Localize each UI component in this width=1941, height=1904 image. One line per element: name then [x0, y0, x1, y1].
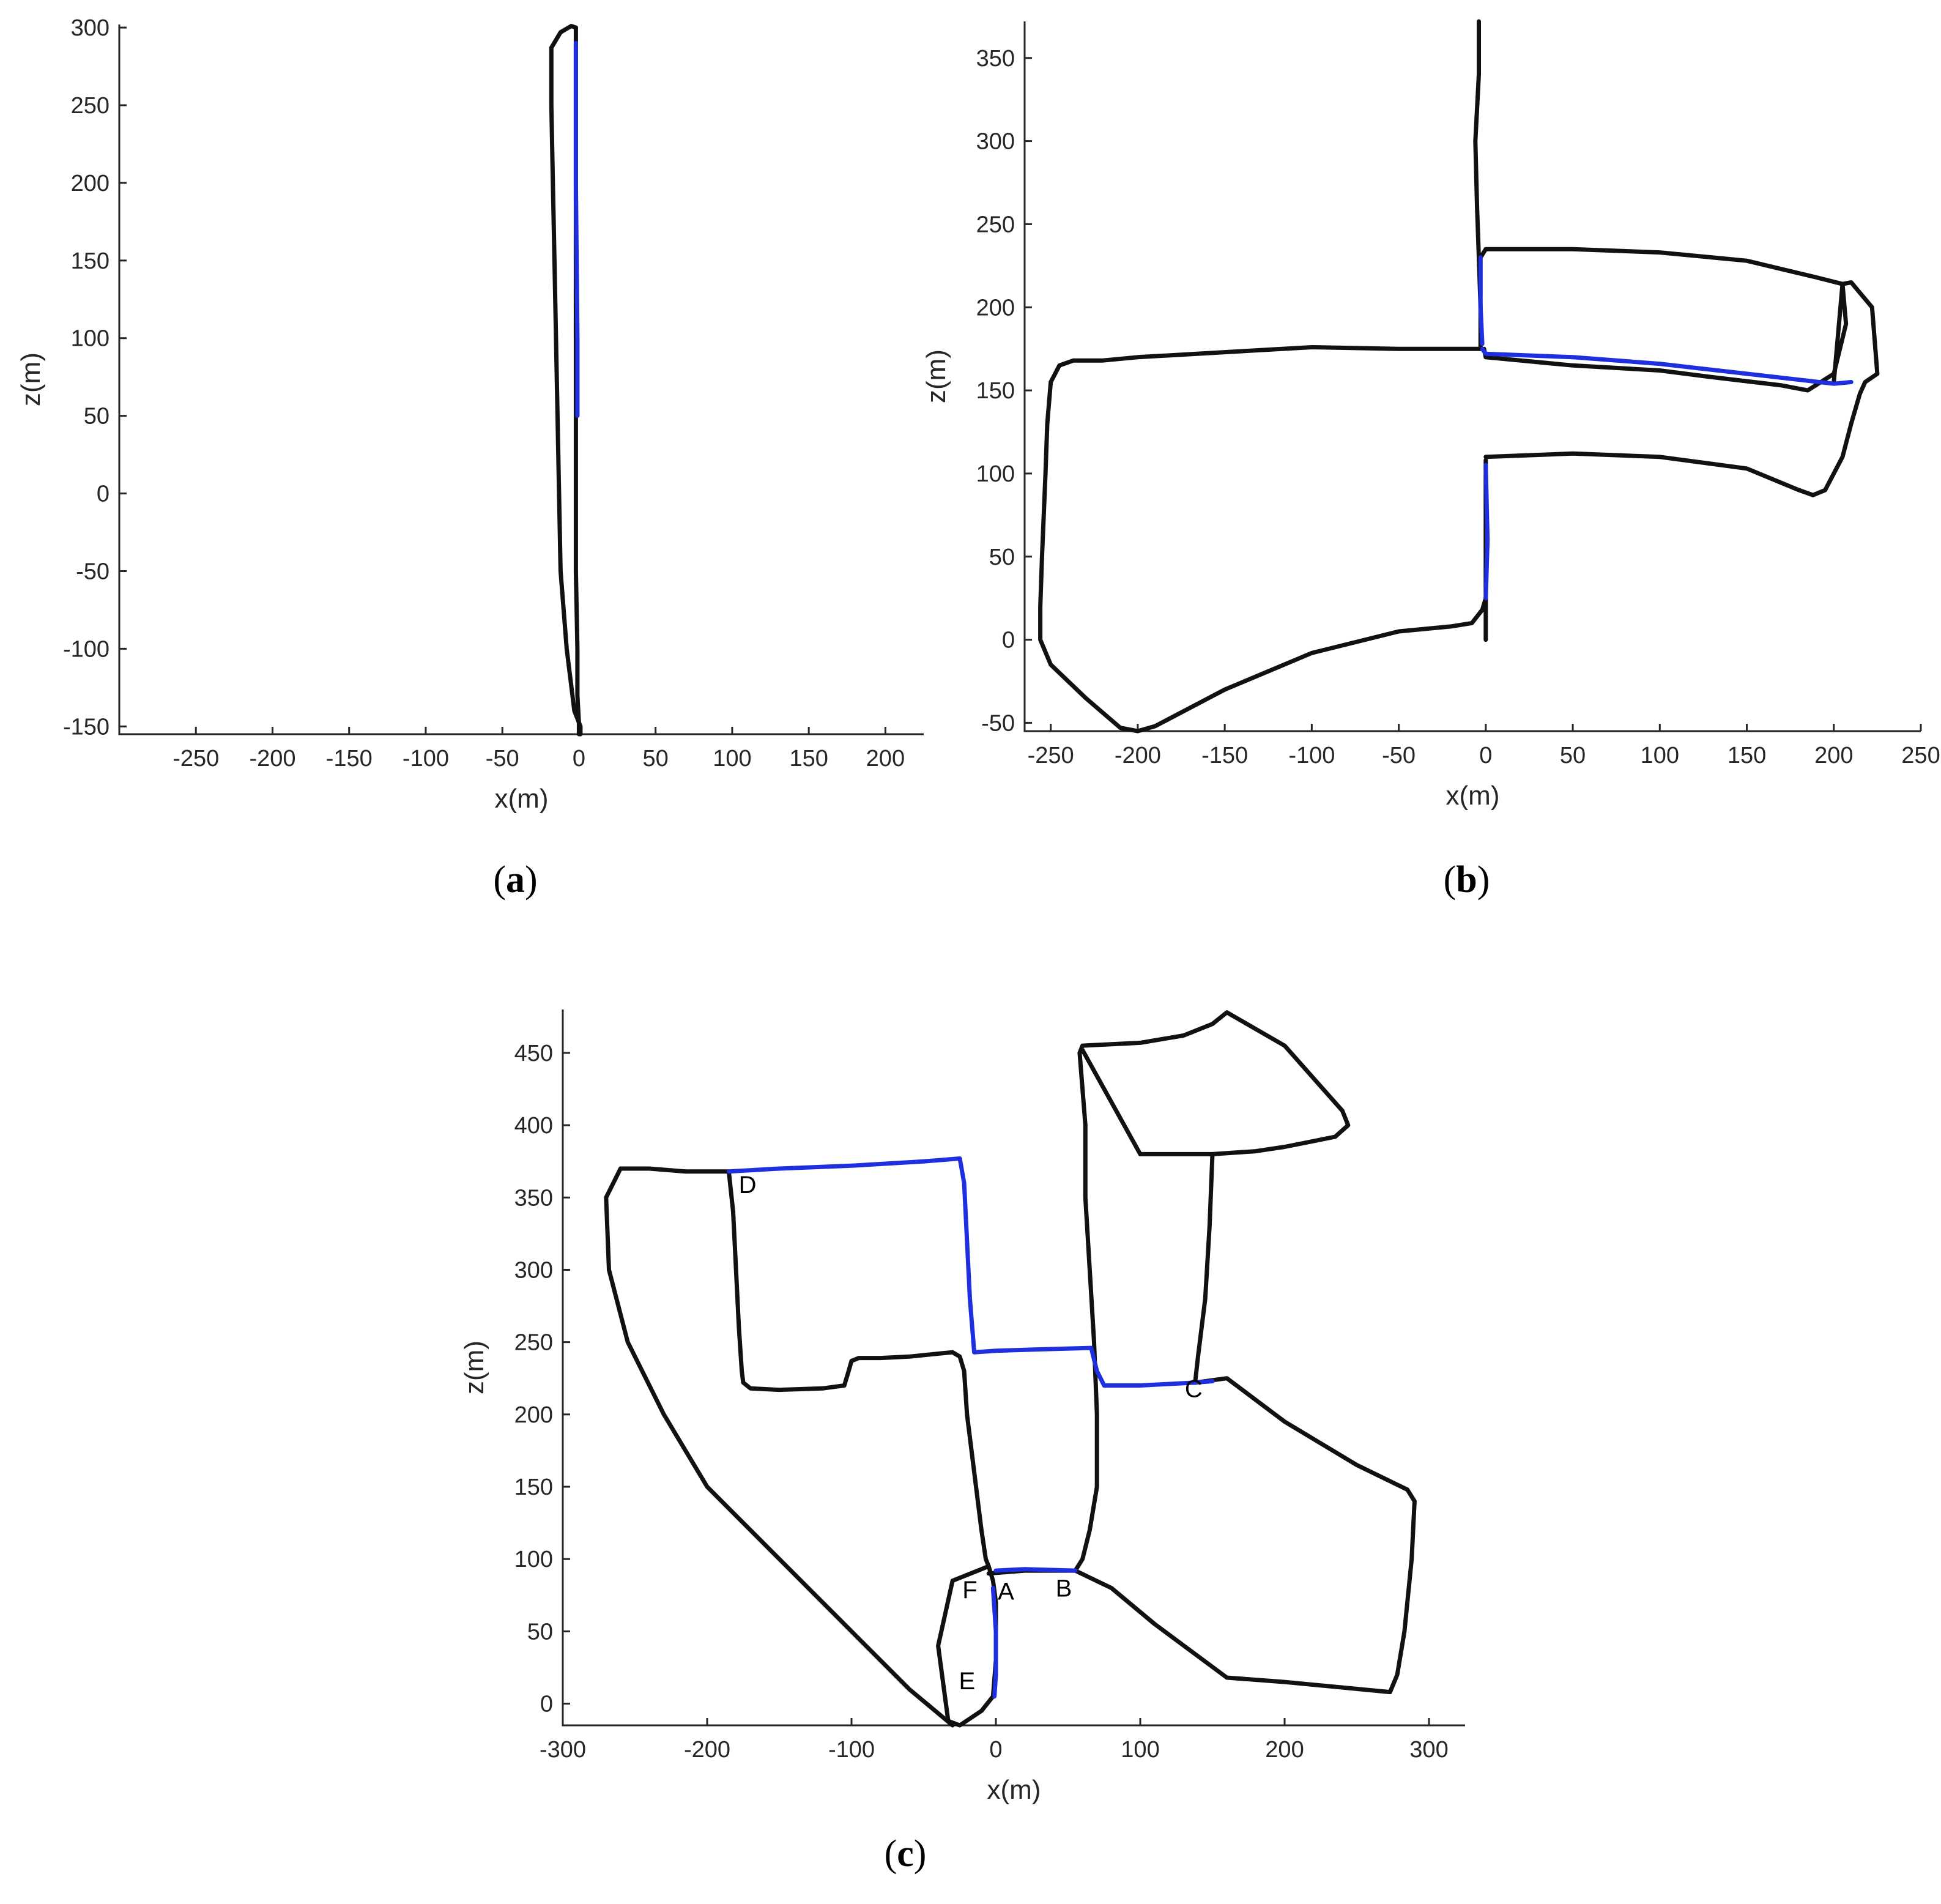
trajectory-blue-segment: [726, 1156, 1215, 1388]
y-tick-label: 50: [84, 404, 109, 430]
x-tick-label: 0: [1479, 743, 1492, 768]
trajectory-line: [1073, 1376, 1417, 1695]
x-tick-label: 150: [789, 746, 828, 772]
x-axis-label: x(m): [495, 784, 549, 814]
x-tick-label: -100: [403, 746, 449, 772]
panel-label: (a): [493, 859, 537, 901]
y-tick-label: 0: [540, 1692, 553, 1717]
trajectory-blue-segment: [990, 1586, 998, 1699]
x-tick-label: -250: [1028, 743, 1074, 768]
y-tick-label: 250: [976, 212, 1015, 237]
trajectory-line: [986, 1010, 1351, 1576]
x-tick-label: 50: [643, 746, 669, 772]
y-tick-label: 250: [514, 1330, 553, 1356]
y-tick-label: 100: [514, 1547, 553, 1572]
x-tick-label: 50: [1560, 743, 1586, 768]
y-tick-label: 300: [71, 15, 109, 41]
point-annotation: F: [962, 1577, 977, 1604]
x-tick-label: -50: [486, 746, 519, 772]
y-tick-label: 250: [71, 93, 109, 119]
y-tick-label: -50: [76, 559, 109, 584]
trajectory-line: [1478, 247, 1849, 393]
trajectory-line: [1483, 280, 1880, 497]
y-tick-label: 200: [514, 1402, 553, 1428]
x-tick-label: -100: [828, 1737, 875, 1763]
y-tick-label: 350: [514, 1185, 553, 1211]
y-axis-label: z(m): [921, 349, 951, 403]
y-tick-label: 300: [514, 1257, 553, 1283]
panel-a: -250 -200 -150 -100 -50 0 50 100 150 200 -150 -100 -…: [16, 15, 924, 901]
panel-b: -250 -200 -150 -100 -50 0 50 100 150 200 250 -50 0 50…: [921, 19, 1940, 901]
point-annotation: C: [1185, 1375, 1203, 1402]
axes-frame: [1023, 21, 1921, 732]
x-tick-label: 0: [573, 746, 585, 772]
panel-label: (b): [1444, 859, 1490, 901]
y-tick-label: 100: [71, 326, 109, 352]
y-tick-label: 50: [989, 545, 1015, 570]
y-tick-label: 300: [976, 129, 1015, 155]
trajectory-blue-segment: [993, 1567, 1078, 1573]
panel-label: (c): [885, 1833, 927, 1875]
x-tick-label: -200: [1115, 743, 1161, 768]
x-tick-label: 150: [1728, 743, 1766, 768]
point-annotation: A: [998, 1578, 1014, 1605]
x-axis-label: x(m): [1446, 781, 1500, 811]
y-tick-label: 0: [97, 482, 109, 507]
y-tick-label: 350: [976, 46, 1015, 72]
x-tick-label: -250: [173, 746, 219, 772]
x-tick-label: -150: [1201, 743, 1248, 768]
x-tick-label: -200: [249, 746, 295, 772]
y-tick-label: 0: [1002, 628, 1015, 653]
x-tick-label: 100: [1121, 1737, 1159, 1763]
trajectory-line: [683, 1169, 991, 1569]
x-tick-label: 200: [1814, 743, 1853, 768]
y-tick-label: 150: [71, 248, 109, 274]
panel-c: -300 -200 -100 0 100 200 300 0 50 100 150 200 250 300…: [459, 1010, 1465, 1875]
x-axis-label: x(m): [987, 1775, 1041, 1805]
trajectory-line: [1193, 1151, 1215, 1385]
x-tick-label: -50: [1382, 743, 1416, 768]
y-axis-label: z(m): [459, 1341, 489, 1394]
x-tick-label: -100: [1288, 743, 1335, 768]
x-tick-label: 200: [1265, 1737, 1304, 1763]
y-tick-label: -100: [63, 636, 109, 662]
trajectory-blue-segment: [573, 41, 580, 418]
x-tick-label: 0: [989, 1737, 1002, 1763]
x-tick-label: 100: [1641, 743, 1679, 768]
y-tick-label: 50: [527, 1619, 553, 1645]
y-axis-label: z(m): [16, 352, 46, 406]
trajectory-blue-segment: [1480, 346, 1854, 386]
trajectory-line: [549, 24, 583, 737]
x-tick-label: 300: [1409, 1737, 1448, 1763]
y-tick-label: -50: [981, 710, 1015, 736]
y-tick-label: 200: [71, 171, 109, 196]
x-tick-label: -200: [684, 1737, 730, 1763]
y-tick-label: 450: [514, 1041, 553, 1066]
x-tick-label: 250: [1901, 743, 1940, 768]
axes-frame: [562, 1010, 1465, 1727]
point-annotation: D: [739, 1172, 757, 1199]
y-tick-label: -150: [63, 714, 109, 740]
point-annotation: E: [959, 1668, 975, 1695]
x-tick-label: -150: [326, 746, 373, 772]
x-tick-label: 200: [866, 746, 905, 772]
trajectory-line: [1038, 345, 1488, 734]
y-tick-label: 200: [976, 295, 1015, 321]
y-tick-label: 100: [976, 461, 1015, 487]
point-annotation: B: [1056, 1575, 1072, 1602]
y-tick-label: 150: [514, 1474, 553, 1500]
y-tick-label: 400: [514, 1113, 553, 1139]
trajectory-line: [604, 1166, 955, 1728]
x-tick-label: 100: [713, 746, 751, 772]
y-tick-label: 150: [976, 378, 1015, 404]
axes-frame: [118, 24, 924, 735]
trajectory-blue-segment: [1483, 463, 1490, 601]
trajectory-blue-segment: [1478, 255, 1485, 346]
x-tick-label: -300: [540, 1737, 586, 1763]
